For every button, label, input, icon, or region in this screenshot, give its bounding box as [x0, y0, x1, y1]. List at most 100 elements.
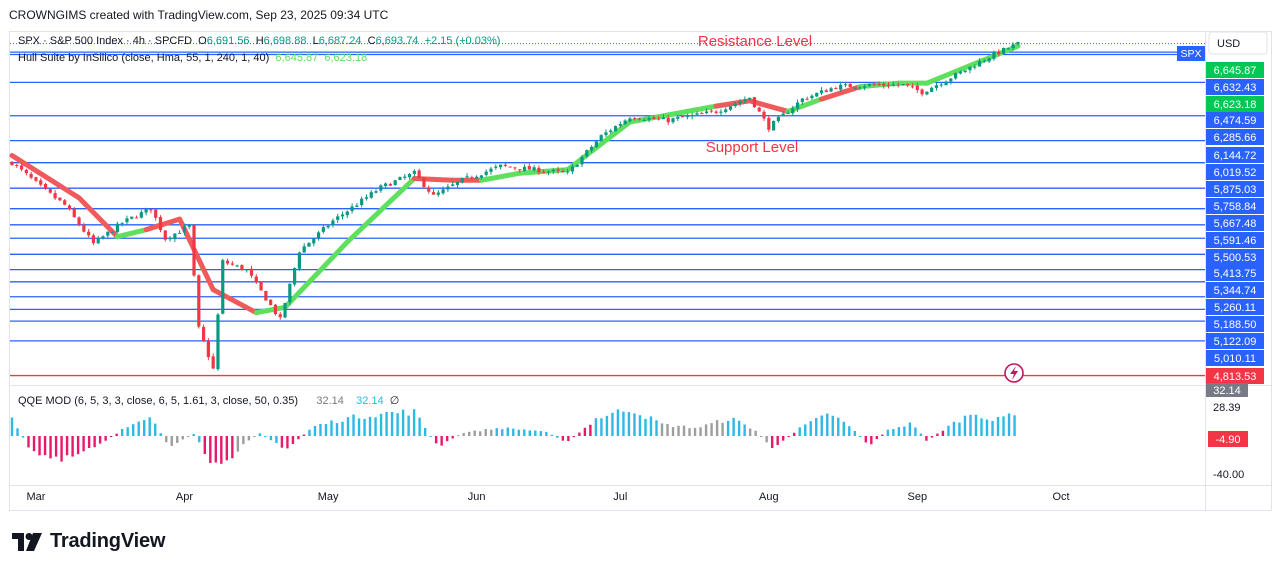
- qqe-bar: [220, 436, 223, 464]
- candle: [915, 85, 919, 91]
- lightning-icon[interactable]: [1004, 363, 1024, 383]
- horizontal-levels-layer: [10, 43, 1205, 377]
- qqe-bar: [985, 419, 989, 436]
- qqe-bar: [269, 436, 273, 441]
- candle: [1011, 44, 1015, 49]
- candle: [618, 124, 622, 126]
- qqe-bar: [974, 414, 978, 436]
- legend-hull-name[interactable]: Hull Suite by InSilico (close, Hma, 55, …: [18, 52, 270, 64]
- candle: [345, 211, 349, 216]
- qqe-bar: [187, 436, 190, 437]
- qqe-bar: [429, 435, 432, 437]
- candle: [743, 99, 747, 102]
- candle: [475, 176, 479, 179]
- qqe-bar: [512, 428, 515, 436]
- candle: [24, 169, 28, 174]
- candle: [848, 83, 852, 88]
- qqe-bar: [605, 415, 609, 436]
- candle: [460, 178, 464, 183]
- qqe-bar: [396, 413, 399, 436]
- price-labels-layer: 6,645.87 6,632.43 6,623.18 6,474.59 6,285.66…: [1206, 62, 1264, 481]
- hull-segment: [76, 195, 120, 240]
- tradingview-logo[interactable]: TradingView: [12, 530, 165, 553]
- price-label: 6,632.43: [1214, 82, 1257, 94]
- candle: [963, 70, 967, 73]
- price-label: 5,260.11: [1214, 302, 1256, 314]
- candle: [106, 231, 110, 236]
- candle: [982, 60, 986, 62]
- qqe-bar: [688, 428, 691, 436]
- qqe-bar: [644, 418, 647, 436]
- candle: [158, 216, 163, 231]
- legend-qqe-value-2: 32.14: [356, 395, 384, 407]
- legend-high-value: 6,698.88: [263, 35, 307, 47]
- candle: [326, 225, 330, 228]
- qqe-bar: [71, 436, 74, 457]
- qqe-bar: [947, 425, 950, 436]
- qqe-bar: [710, 423, 713, 436]
- candle: [843, 84, 848, 86]
- usd-currency-box[interactable]: USD: [1208, 31, 1268, 55]
- time-tick-label: Jul: [613, 491, 627, 503]
- candle: [676, 117, 680, 119]
- qqe-tick-label: 28.39: [1213, 402, 1241, 414]
- hull-segment: [713, 98, 753, 109]
- qqe-bar: [914, 427, 917, 436]
- qqe-bar: [781, 436, 785, 441]
- qqe-bar: [787, 436, 790, 437]
- qqe-bar: [418, 417, 421, 436]
- time-tick-label: Oct: [1052, 491, 1069, 503]
- price-label-box: [1206, 249, 1264, 265]
- qqe-bar: [65, 436, 69, 456]
- qqe-bar: [572, 436, 576, 438]
- price-label-box: [1206, 181, 1264, 197]
- candle: [470, 177, 474, 179]
- qqe-bar: [550, 434, 554, 436]
- qqe-bar: [881, 434, 884, 436]
- qqe-bar: [368, 416, 372, 436]
- qqe-bar: [363, 418, 366, 436]
- candle: [657, 118, 661, 120]
- candle: [254, 276, 258, 283]
- candle: [589, 146, 594, 151]
- axis-layer: Mar Apr May Jun Jul Aug Sep Oct: [26, 491, 1069, 503]
- legend-symbol-desc[interactable]: SPX · S&P 500 Index · 4h · SPCFD: [18, 35, 193, 47]
- candle: [704, 111, 709, 114]
- candle: [508, 166, 512, 168]
- qqe-bar: [1007, 413, 1011, 436]
- qqe-bar: [837, 417, 840, 436]
- candle: [43, 184, 48, 189]
- candle: [278, 314, 282, 318]
- qqe-bar: [737, 420, 741, 436]
- qqe-bar: [996, 417, 1000, 436]
- qqe-bar: [748, 428, 752, 436]
- candle: [748, 97, 752, 100]
- qqe-bar: [87, 436, 91, 449]
- qqe-bar: [54, 436, 58, 457]
- candle: [968, 66, 972, 71]
- qqe-bar: [936, 433, 939, 436]
- candle: [752, 97, 757, 108]
- qqe-bar: [952, 421, 956, 436]
- qqe-bar: [27, 436, 30, 448]
- candle: [925, 91, 929, 95]
- qqe-bar: [38, 436, 41, 456]
- candle: [53, 193, 57, 199]
- qqe-bar: [423, 427, 427, 436]
- candle: [312, 238, 316, 244]
- qqe-bar: [76, 436, 80, 455]
- candle: [767, 117, 771, 130]
- legend-qqe-name[interactable]: QQE MOD (6, 5, 3, 3, close, 6, 5, 1.61, …: [18, 395, 299, 407]
- candle: [714, 111, 718, 113]
- qqe-bar: [357, 418, 361, 436]
- candle: [197, 275, 201, 327]
- support-annotation: Support Level: [706, 139, 799, 156]
- candle: [451, 184, 455, 186]
- candle: [403, 176, 407, 178]
- qqe-label-box: [1208, 431, 1248, 447]
- candle: [681, 116, 685, 118]
- candle: [206, 341, 210, 358]
- legend-main: SPX · S&P 500 Index · 4h · SPCFD O6,691.…: [18, 35, 500, 47]
- candle: [661, 117, 666, 120]
